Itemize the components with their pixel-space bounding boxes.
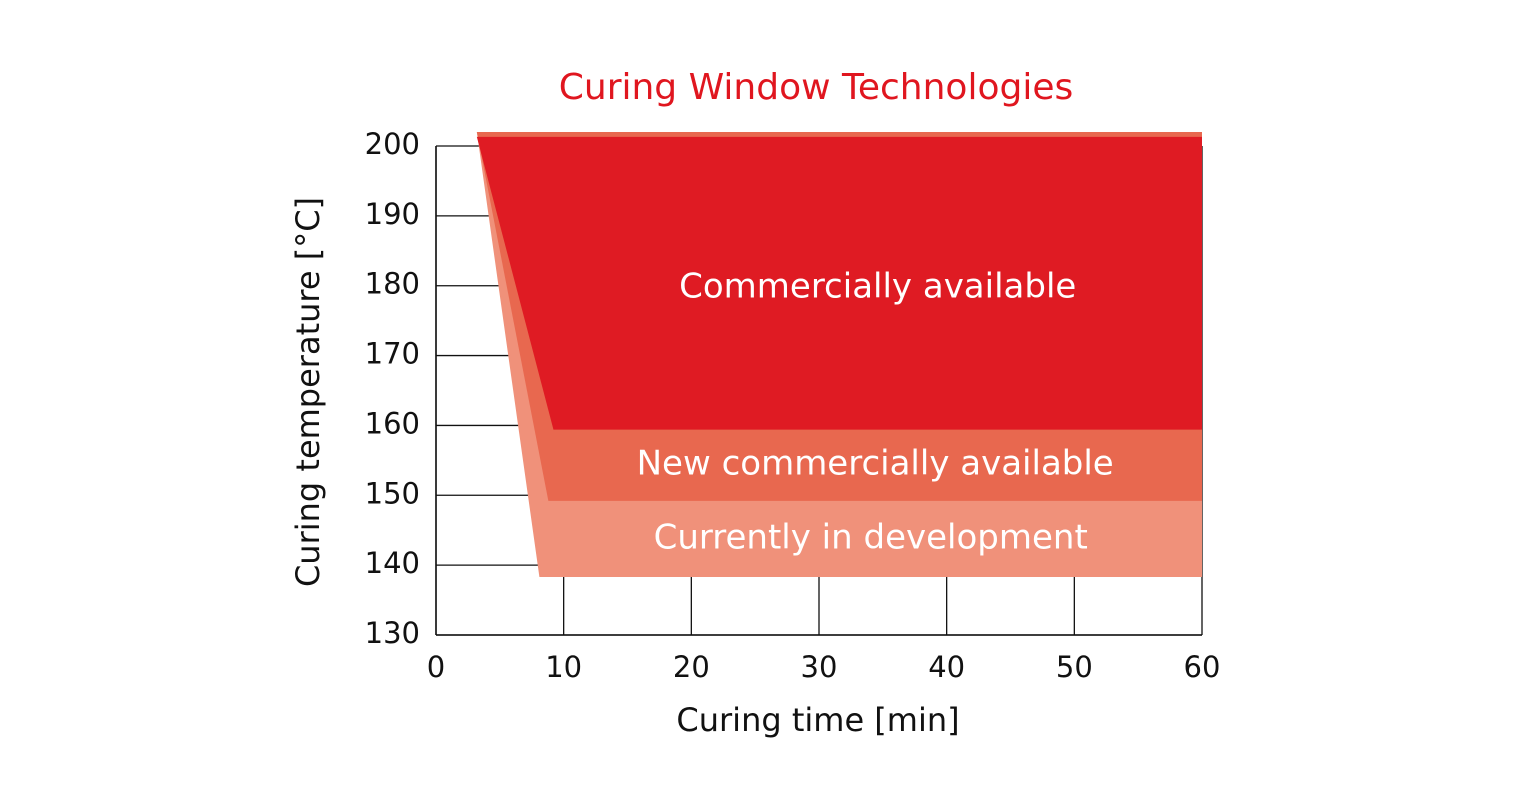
y-axis-label: Curing temperature [°C] (289, 197, 327, 587)
y-tick-label: 190 (365, 197, 420, 231)
x-tick-label: 10 (545, 650, 582, 684)
x-tick-label: 40 (928, 650, 965, 684)
x-axis-label: Curing time [min] (676, 701, 959, 739)
y-tick-label: 180 (365, 267, 420, 301)
y-tick-label: 150 (365, 476, 420, 510)
x-tick-label: 60 (1184, 650, 1221, 684)
y-tick-label: 160 (365, 406, 420, 440)
y-tick-label: 140 (365, 546, 420, 580)
chart-title: Curing Window Technologies (559, 67, 1074, 108)
area-label: Commercially available (679, 266, 1076, 306)
area (476, 136, 1202, 430)
x-tick-label: 0 (427, 650, 445, 684)
x-tick-label: 30 (801, 650, 838, 684)
y-tick-label: 130 (365, 616, 420, 650)
area-label: Currently in development (654, 517, 1088, 557)
x-tick-label: 50 (1056, 650, 1093, 684)
x-tick-label: 20 (673, 650, 710, 684)
y-tick-label: 200 (365, 127, 420, 161)
area-label: New commercially available (637, 444, 1114, 484)
y-tick-label: 170 (365, 337, 420, 371)
